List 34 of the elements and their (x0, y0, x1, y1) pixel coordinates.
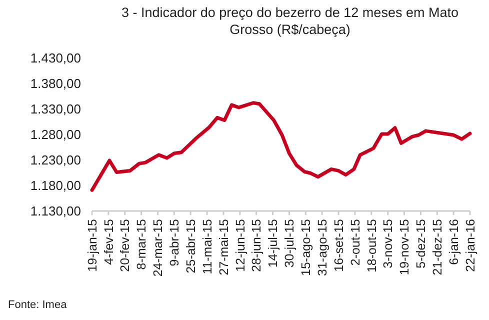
x-tick-label: 25-abr-15 (184, 218, 198, 274)
x-tick-label: 22-jan-16 (463, 218, 478, 272)
y-tick-label: 1.430,00 (30, 50, 81, 66)
y-tick-label: 1.330,00 (30, 102, 81, 117)
x-tick-label: 3-nov-15 (381, 218, 396, 268)
x-tick-label: 28-jun-15 (250, 218, 264, 272)
x-tick-label: 30-jul-15 (282, 218, 297, 268)
x-tick-label: 6-jan-16 (446, 218, 461, 265)
x-tick-label: 12-jun-15 (233, 218, 248, 272)
y-tick-label: 1.230,00 (30, 152, 81, 168)
x-tick-label: 9-abr-15 (168, 218, 182, 266)
y-tick-label: 1.180,00 (30, 178, 81, 194)
x-tick-label: 24-mar-15 (151, 218, 166, 277)
x-tick-label: 18-out-15 (364, 218, 379, 273)
y-tick-label: 1.280,00 (30, 127, 81, 142)
x-tick-label: 5-dez-15 (414, 218, 428, 268)
source-note: Fonte: Imea (8, 299, 68, 311)
x-tick-label: 27-mai-15 (216, 218, 231, 276)
x-tick-label: 11-mai-15 (200, 218, 214, 274)
x-tick-label: 15-ago-15 (299, 218, 314, 276)
x-tick-label: 8-mar-15 (134, 218, 149, 270)
y-tick-label: 1.130,00 (30, 204, 81, 219)
x-tick-label: 20-fev-15 (118, 218, 132, 272)
x-tick-label: 16-set-15 (332, 218, 346, 272)
x-tick-label: 2-out-15 (348, 218, 362, 266)
x-tick-label: 19-nov-15 (398, 218, 412, 276)
x-tick-label: 14-jul-15 (266, 218, 280, 268)
chart-title: 3 - Indicador do preço do bezerro de 12 meses em Mato Grosso (R$/cabeça) (122, 5, 458, 37)
x-tick-label: 4-fev-15 (102, 218, 116, 265)
x-tick-label: 31-ago-15 (315, 218, 330, 276)
y-tick-label: 1.380,00 (30, 76, 81, 92)
x-tick-label: 19-jan-15 (85, 218, 100, 272)
line-series (90, 101, 472, 192)
x-tick-label: 21-dez-15 (430, 218, 445, 276)
